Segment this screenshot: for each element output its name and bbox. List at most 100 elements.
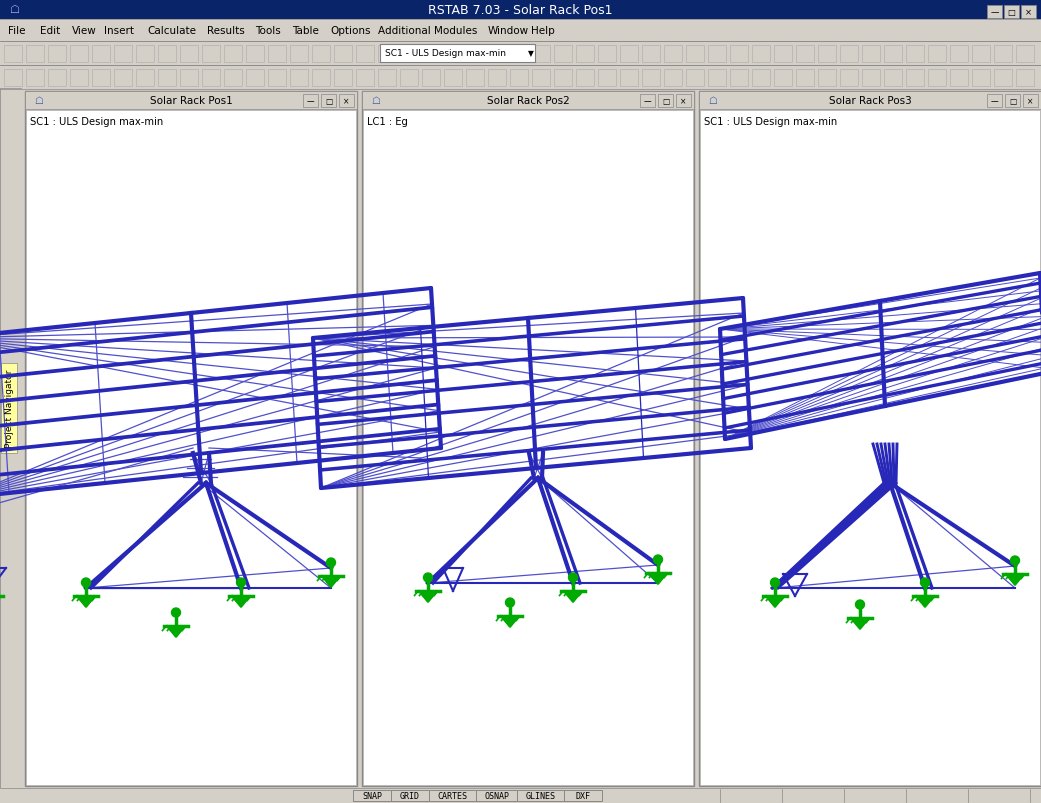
Bar: [0, 0, 1041, 20]
Bar: [598, 70, 616, 87]
Circle shape: [506, 598, 514, 607]
Bar: [334, 70, 352, 87]
Text: ☖: ☖: [9, 5, 19, 15]
Text: ×: ×: [344, 97, 350, 106]
Bar: [466, 70, 484, 87]
Bar: [488, 46, 506, 63]
Text: Additional Modules: Additional Modules: [379, 26, 478, 36]
Bar: [752, 70, 770, 87]
Bar: [1016, 70, 1034, 87]
Text: □: □: [1009, 97, 1016, 106]
Bar: [884, 46, 902, 63]
Bar: [576, 46, 594, 63]
Circle shape: [856, 601, 864, 609]
Bar: [70, 70, 88, 87]
Bar: [642, 70, 660, 87]
Bar: [620, 46, 638, 63]
Circle shape: [654, 556, 662, 565]
Bar: [1, 364, 17, 454]
Bar: [422, 46, 440, 63]
Bar: [422, 70, 440, 87]
Circle shape: [236, 578, 246, 587]
Bar: [488, 70, 506, 87]
Text: —: —: [990, 8, 998, 17]
Text: DXF: DXF: [576, 791, 591, 800]
Bar: [658, 95, 672, 108]
Bar: [620, 70, 638, 87]
Bar: [380, 45, 535, 63]
Bar: [4, 46, 22, 63]
Circle shape: [568, 573, 578, 582]
Bar: [25, 92, 357, 786]
Text: SNAP: SNAP: [362, 791, 382, 800]
Bar: [752, 46, 770, 63]
Bar: [818, 46, 836, 63]
Bar: [445, 70, 462, 87]
Text: □: □: [1008, 8, 1015, 17]
Bar: [180, 46, 198, 63]
Bar: [362, 92, 694, 786]
Text: OSNAP: OSNAP: [484, 791, 509, 800]
Text: □: □: [325, 97, 332, 106]
Bar: [576, 70, 594, 87]
Bar: [429, 790, 476, 801]
Bar: [987, 95, 1002, 108]
Text: Table: Table: [293, 26, 320, 36]
Bar: [0, 89, 22, 788]
Text: Calculate: Calculate: [147, 26, 196, 36]
Text: □: □: [662, 97, 669, 106]
Bar: [708, 46, 726, 63]
Bar: [246, 46, 264, 63]
Bar: [391, 790, 429, 801]
Bar: [268, 46, 286, 63]
Bar: [136, 70, 154, 87]
Bar: [224, 70, 242, 87]
Bar: [532, 70, 550, 87]
Bar: [476, 790, 517, 801]
Circle shape: [172, 608, 180, 618]
Bar: [400, 46, 418, 63]
Polygon shape: [916, 597, 934, 607]
Polygon shape: [1006, 574, 1024, 585]
Bar: [92, 46, 110, 63]
Bar: [862, 70, 880, 87]
Bar: [928, 46, 946, 63]
Polygon shape: [418, 591, 437, 602]
Text: ×: ×: [681, 97, 687, 106]
Bar: [353, 790, 391, 801]
Text: Options: Options: [330, 26, 371, 36]
Text: SC1 : ULS Design max-min: SC1 : ULS Design max-min: [704, 117, 837, 127]
Text: ☖: ☖: [34, 96, 44, 106]
Bar: [466, 46, 484, 63]
Bar: [290, 46, 308, 63]
Text: —: —: [991, 97, 998, 106]
Bar: [906, 46, 924, 63]
Bar: [92, 70, 110, 87]
Bar: [928, 70, 946, 87]
Bar: [994, 70, 1012, 87]
Bar: [699, 92, 1041, 786]
Bar: [0, 788, 1041, 803]
Bar: [598, 46, 616, 63]
Bar: [4, 70, 22, 87]
Bar: [796, 46, 814, 63]
Bar: [26, 46, 44, 63]
Polygon shape: [501, 616, 519, 627]
Text: GLINES: GLINES: [526, 791, 556, 800]
Bar: [699, 92, 1041, 110]
Bar: [321, 95, 336, 108]
Bar: [884, 70, 902, 87]
Bar: [642, 46, 660, 63]
Bar: [1005, 95, 1020, 108]
Text: RSTAB 7.03 - Solar Rack Pos1: RSTAB 7.03 - Solar Rack Pos1: [428, 3, 612, 17]
Bar: [730, 46, 748, 63]
Bar: [708, 70, 726, 87]
Text: Edit: Edit: [40, 26, 60, 36]
Bar: [0, 42, 1041, 66]
Bar: [303, 95, 318, 108]
Bar: [356, 70, 374, 87]
Circle shape: [1011, 556, 1019, 565]
Bar: [180, 70, 198, 87]
Bar: [312, 46, 330, 63]
Text: Solar Rack Pos2: Solar Rack Pos2: [486, 96, 569, 106]
